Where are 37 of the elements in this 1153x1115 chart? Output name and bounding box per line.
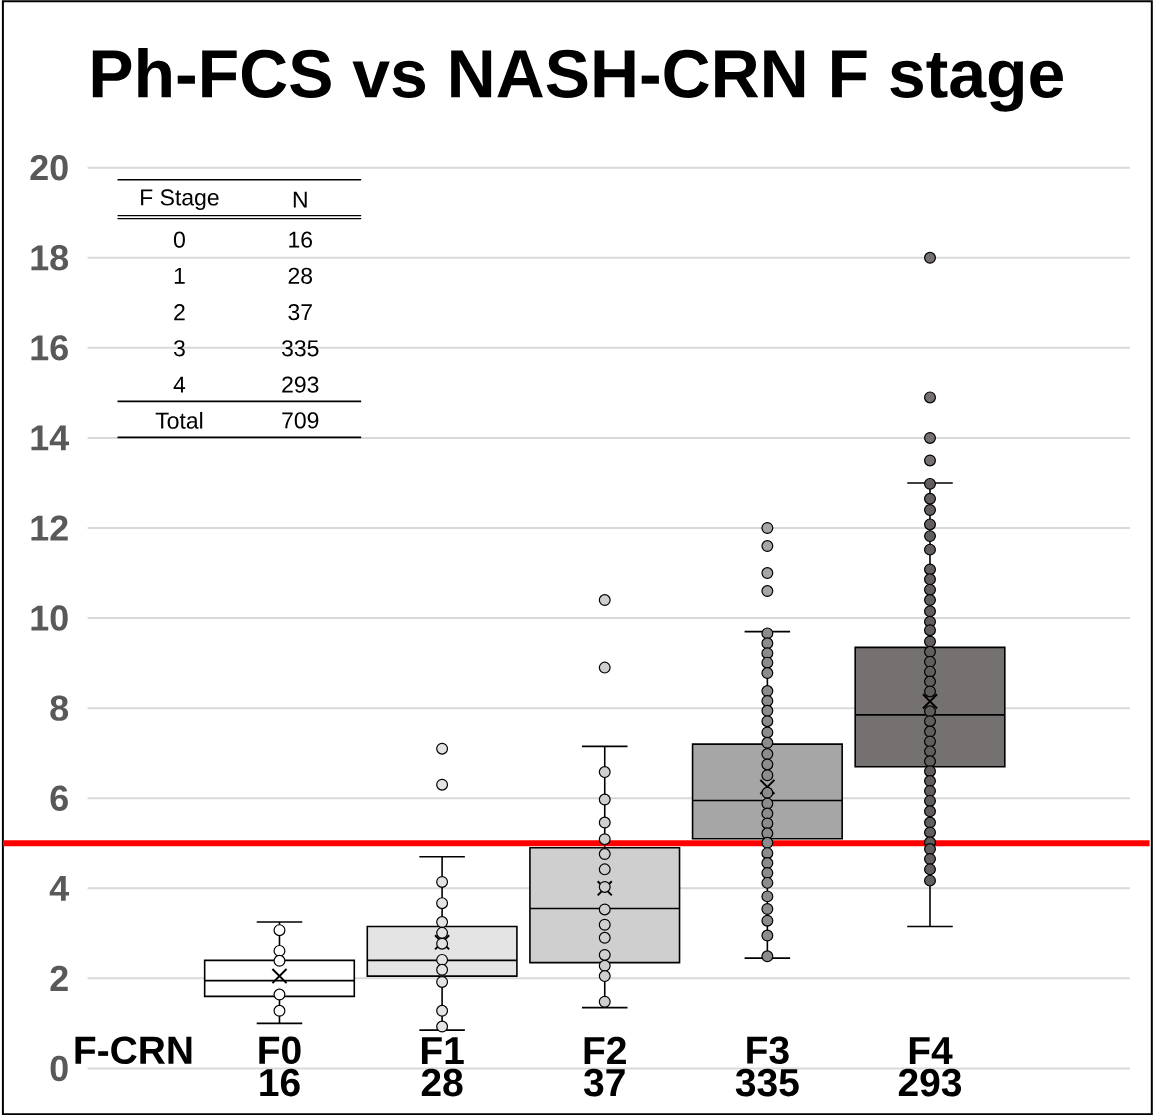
annotation: N bbox=[293, 191, 307, 208]
y-tick-label: 2 bbox=[50, 965, 68, 991]
y-tick-label: 20 bbox=[30, 154, 68, 181]
x-axis-title: F-CRN bbox=[75, 1036, 192, 1064]
y-tick-label: 0 bbox=[50, 1055, 68, 1081]
y-tick-label: 16 bbox=[31, 334, 68, 361]
y-tick-label: 14 bbox=[31, 425, 69, 451]
text: 16 bbox=[260, 1068, 300, 1097]
text: 37 bbox=[583, 1068, 625, 1097]
annotation: 2 bbox=[174, 303, 185, 320]
chart-title: Ph-FCS vs NASH-CRN F stage bbox=[92, 47, 1063, 112]
y-tick-label: 8 bbox=[50, 695, 69, 721]
annotation: 28 bbox=[288, 267, 313, 284]
y-tick-label: 12 bbox=[31, 515, 68, 541]
annotation: 293 bbox=[282, 376, 319, 393]
text: 293 bbox=[898, 1068, 962, 1097]
text: 335 bbox=[735, 1068, 799, 1097]
y-tick-label: 4 bbox=[49, 875, 69, 901]
annotation: 1 bbox=[174, 267, 185, 284]
annotation: 3 bbox=[173, 339, 185, 357]
text: 28 bbox=[421, 1068, 463, 1097]
x-tick-label: F4 bbox=[909, 1037, 953, 1064]
y-tick-label: 10 bbox=[31, 605, 68, 631]
y-tick-label: 18 bbox=[31, 244, 69, 271]
y-tick-label: 6 bbox=[50, 785, 68, 811]
x-tick-label: F1 bbox=[421, 1037, 464, 1064]
annotation: 37 bbox=[288, 303, 312, 321]
annotation: 335 bbox=[281, 339, 319, 357]
annotation: 0 bbox=[173, 231, 185, 248]
x-tick-label: F2 bbox=[584, 1036, 626, 1064]
annotation: 709 bbox=[282, 412, 319, 429]
annotation: 16 bbox=[289, 231, 312, 248]
annotation: Total bbox=[155, 411, 203, 429]
x-tick-label: F0 bbox=[259, 1036, 301, 1064]
x-tick-label: F3 bbox=[747, 1036, 789, 1064]
annotation: 4 bbox=[173, 376, 186, 393]
annotation: F Stage bbox=[141, 189, 219, 210]
